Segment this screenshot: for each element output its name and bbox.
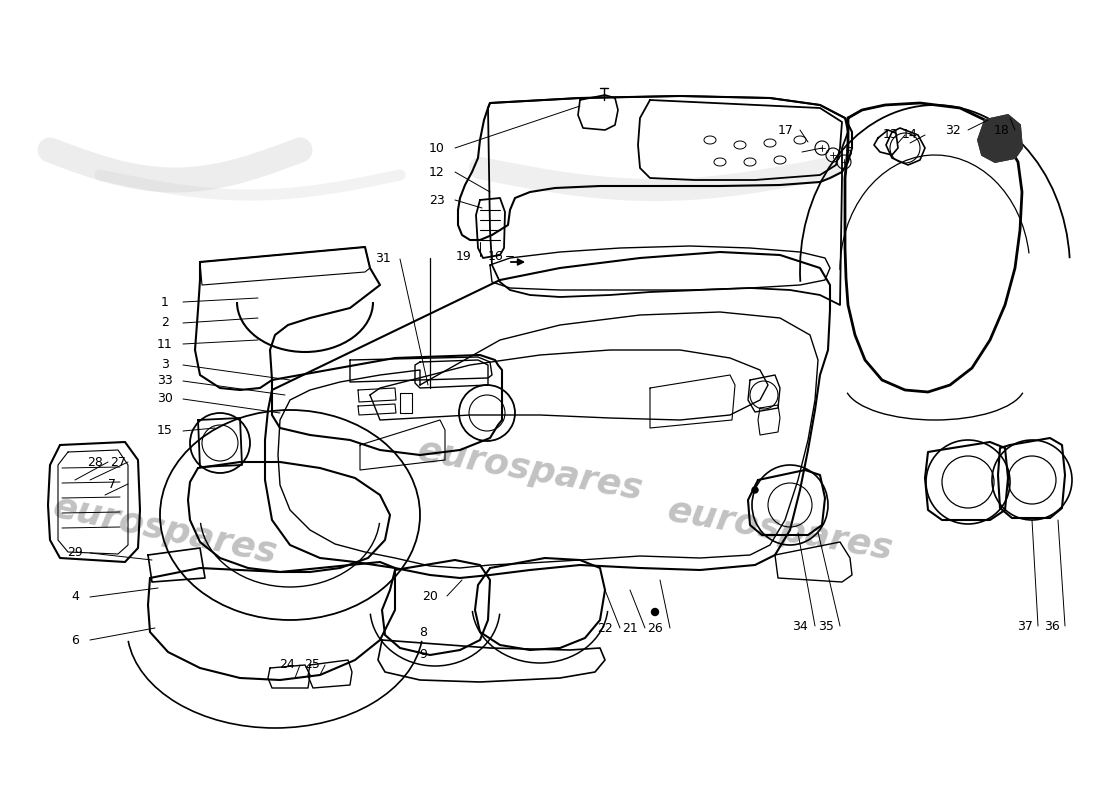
Text: 19: 19: [456, 250, 472, 262]
Text: 25: 25: [304, 658, 320, 671]
Text: 22: 22: [597, 622, 613, 634]
Text: 35: 35: [818, 619, 834, 633]
Text: 23: 23: [429, 194, 444, 206]
Polygon shape: [978, 115, 1022, 162]
Text: 31: 31: [375, 253, 390, 266]
Text: eurospares: eurospares: [50, 490, 280, 570]
Text: 17: 17: [778, 123, 794, 137]
Text: eurospares: eurospares: [664, 494, 895, 566]
Text: 2: 2: [161, 317, 169, 330]
Text: 8: 8: [419, 626, 427, 638]
Text: 37: 37: [1018, 619, 1033, 633]
Text: 13: 13: [883, 129, 899, 142]
Text: 30: 30: [157, 393, 173, 406]
Text: 26: 26: [647, 622, 663, 634]
Text: 33: 33: [157, 374, 173, 387]
Text: 16: 16: [488, 250, 504, 262]
Text: 12: 12: [429, 166, 444, 178]
Text: 20: 20: [422, 590, 438, 602]
Text: eurospares: eurospares: [415, 434, 646, 506]
Text: 34: 34: [792, 619, 807, 633]
Text: 27: 27: [110, 455, 125, 469]
Text: 28: 28: [87, 455, 103, 469]
Text: 32: 32: [945, 123, 961, 137]
Text: 6: 6: [72, 634, 79, 646]
Text: 29: 29: [67, 546, 82, 559]
Text: 9: 9: [419, 649, 427, 662]
Circle shape: [651, 609, 659, 615]
Text: 7: 7: [108, 478, 115, 490]
Text: 18: 18: [994, 123, 1010, 137]
Text: 36: 36: [1044, 619, 1060, 633]
Circle shape: [752, 487, 758, 493]
Text: 1: 1: [161, 295, 169, 309]
Text: 4: 4: [72, 590, 79, 603]
Text: 15: 15: [157, 425, 173, 438]
Text: 14: 14: [902, 129, 917, 142]
Text: 5: 5: [845, 146, 853, 158]
Text: 11: 11: [157, 338, 173, 350]
Text: 10: 10: [429, 142, 444, 154]
Text: 3: 3: [161, 358, 169, 371]
Text: 21: 21: [623, 622, 638, 634]
Text: 24: 24: [279, 658, 295, 671]
